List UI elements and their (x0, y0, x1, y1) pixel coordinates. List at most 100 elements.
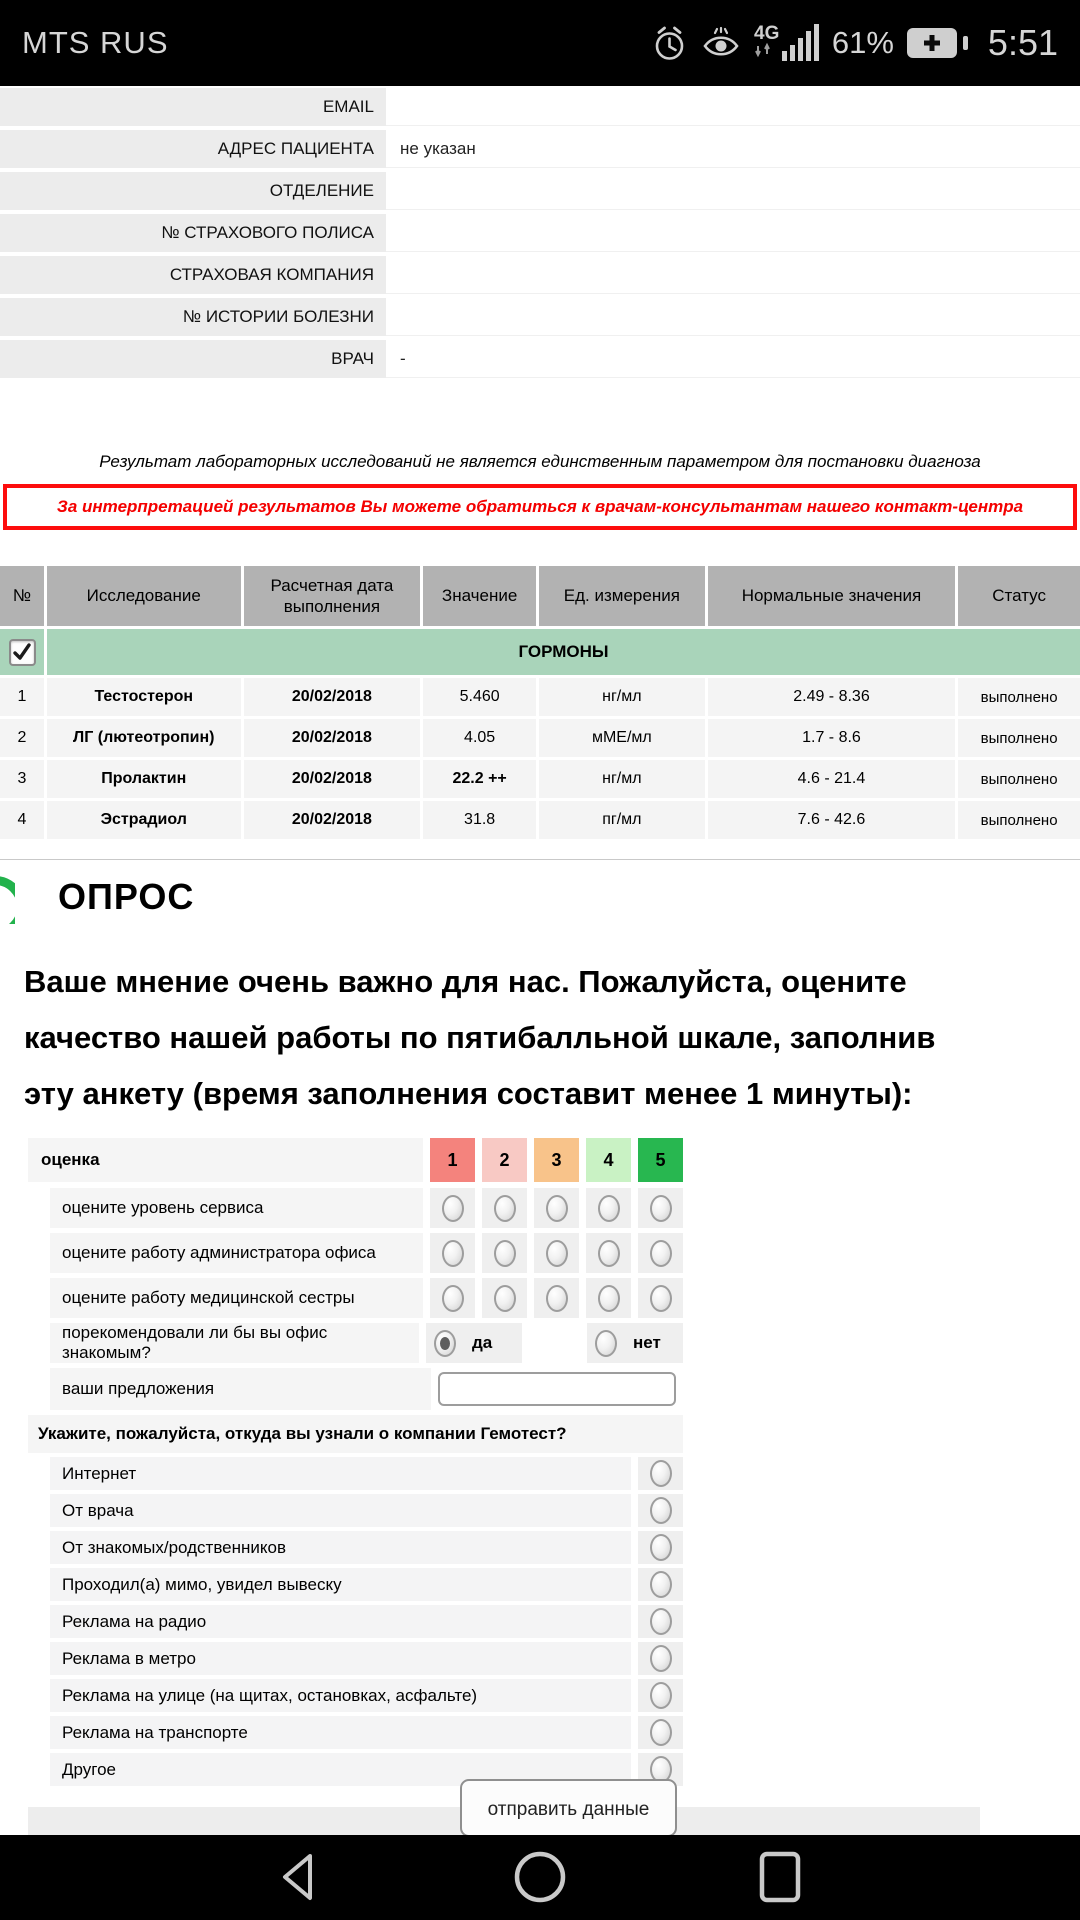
radio-cell (534, 1188, 579, 1228)
group-row-hormones: ГОРМОНЫ (0, 629, 1080, 675)
cell-num: 1 (0, 678, 44, 716)
source-radio[interactable] (649, 1608, 672, 1635)
carrier-label: MTS RUS (22, 25, 169, 60)
source-radio[interactable] (649, 1460, 672, 1487)
source-option-row: Проходил(а) мимо, увидел вывеску (28, 1568, 683, 1601)
nav-recents-icon[interactable] (752, 1849, 808, 1910)
rating-radio[interactable] (545, 1284, 568, 1312)
rating-row-service: оцените уровень сервиса (28, 1188, 683, 1228)
rating-radio[interactable] (545, 1194, 568, 1222)
form-row-email: EMAIL (0, 88, 1080, 126)
survey-header: ОПРОС (0, 874, 1080, 924)
rating-radio[interactable] (441, 1284, 464, 1312)
rating-radio[interactable] (649, 1239, 672, 1267)
group-checkbox[interactable] (8, 638, 36, 666)
radio-cell (638, 1679, 683, 1712)
suggestions-row: ваши предложения (28, 1368, 683, 1410)
rating-radio[interactable] (597, 1194, 620, 1222)
field-value (386, 214, 1080, 252)
source-radio[interactable] (649, 1571, 672, 1598)
field-label: ОТДЕЛЕНИЕ (0, 172, 386, 210)
recommend-yes-cell: да (426, 1323, 522, 1363)
rating-radio[interactable] (493, 1239, 516, 1267)
radio-cell (638, 1457, 683, 1490)
recommend-no-radio[interactable] (595, 1329, 617, 1357)
rating-radio[interactable] (493, 1194, 516, 1222)
radio-cell (638, 1605, 683, 1638)
rating-label: оцените уровень сервиса (50, 1188, 423, 1228)
recommend-yes-label: да (472, 1333, 493, 1352)
source-radio[interactable] (649, 1682, 672, 1709)
radio-cell (430, 1188, 475, 1228)
rating-radio[interactable] (649, 1284, 672, 1312)
source-radio[interactable] (649, 1534, 672, 1561)
source-option-row: Другое (28, 1753, 683, 1786)
source-question-label: Укажите, пожалуйста, откуда вы узнали о … (28, 1415, 683, 1453)
option-label: Реклама на транспорте (50, 1716, 631, 1749)
rating-radio[interactable] (649, 1194, 672, 1222)
field-label: ВРАЧ (0, 340, 386, 378)
rating-radio[interactable] (441, 1239, 464, 1267)
field-value (386, 88, 1080, 126)
rating-radio[interactable] (545, 1239, 568, 1267)
cell-name: ЛГ (лютеотропин) (46, 719, 241, 757)
rating-radio[interactable] (597, 1239, 620, 1267)
option-label: Проходил(а) мимо, увидел вывеску (50, 1568, 631, 1601)
form-row-insurance-policy: № СТРАХОВОГО ПОЛИСА (0, 214, 1080, 252)
cell-value: 4.05 (423, 719, 537, 757)
option-label: От знакомых/родственников (50, 1531, 631, 1564)
option-label: Реклама на радио (50, 1605, 631, 1638)
rating-radio[interactable] (493, 1284, 516, 1312)
cell-date: 20/02/2018 (243, 719, 421, 757)
source-question-row: Укажите, пожалуйста, откуда вы узнали о … (28, 1415, 683, 1453)
nav-back-icon[interactable] (272, 1849, 328, 1910)
result-row: 4 Эстрадиол 20/02/2018 31.8 пг/мл 7.6 - … (0, 801, 1080, 839)
cell-norm: 7.6 - 42.6 (707, 801, 956, 839)
cell-unit: нг/мл (539, 678, 705, 716)
radio-cell (638, 1188, 683, 1228)
survey-title: ОПРОС (58, 876, 195, 917)
cell-num: 2 (0, 719, 44, 757)
scale-cell-4: 4 (586, 1138, 631, 1182)
source-radio[interactable] (649, 1719, 672, 1746)
cell-name: Пролактин (46, 760, 241, 798)
field-value: не указан (386, 130, 1080, 168)
group-title: ГОРМОНЫ (47, 629, 1080, 675)
result-row: 1 Тестостерон 20/02/2018 5.460 нг/мл 2.4… (0, 678, 1080, 716)
battery-charging-icon (906, 25, 972, 61)
field-value: - (386, 340, 1080, 378)
source-radio[interactable] (649, 1645, 672, 1672)
radio-cell (586, 1188, 631, 1228)
rating-radio[interactable] (597, 1284, 620, 1312)
form-row-case-history: № ИСТОРИИ БОЛЕЗНИ (0, 298, 1080, 336)
scale-cell-1: 1 (430, 1138, 475, 1182)
cell-date: 20/02/2018 (243, 801, 421, 839)
option-label: Реклама на улице (на щитах, остановках, … (50, 1679, 631, 1712)
section-divider (0, 859, 1080, 860)
cell-value: 5.460 (423, 678, 537, 716)
scale-header-row: оценка 1 2 3 4 5 (28, 1138, 683, 1182)
col-header-num: № (0, 566, 44, 626)
source-radio[interactable] (649, 1497, 672, 1524)
results-header-row: № Исследование Расчетная дата выполнения… (0, 566, 1080, 626)
option-label: Интернет (50, 1457, 631, 1490)
radio-cell (534, 1233, 579, 1273)
cell-norm: 2.49 - 8.36 (707, 678, 956, 716)
radio-cell (638, 1233, 683, 1273)
cell-unit: нг/мл (539, 760, 705, 798)
suggestions-input[interactable] (438, 1372, 676, 1406)
gemotest-logo-icon (0, 874, 15, 924)
radio-cell (586, 1233, 631, 1273)
source-option-row: Реклама на транспорте (28, 1716, 683, 1749)
cell-status: выполнено (958, 760, 1080, 798)
submit-button[interactable]: отправить данные (460, 1779, 677, 1837)
field-value (386, 172, 1080, 210)
radio-cell (430, 1233, 475, 1273)
rating-radio[interactable] (441, 1194, 464, 1222)
nav-home-icon[interactable] (512, 1849, 568, 1910)
rating-row-nurse: оцените работу медицинской сестры (28, 1278, 683, 1318)
recommend-yes-radio[interactable] (434, 1329, 456, 1357)
result-row: 2 ЛГ (лютеотропин) 20/02/2018 4.05 мМЕ/м… (0, 719, 1080, 757)
cell-value-abnormal: 22.2 ++ (423, 760, 537, 798)
